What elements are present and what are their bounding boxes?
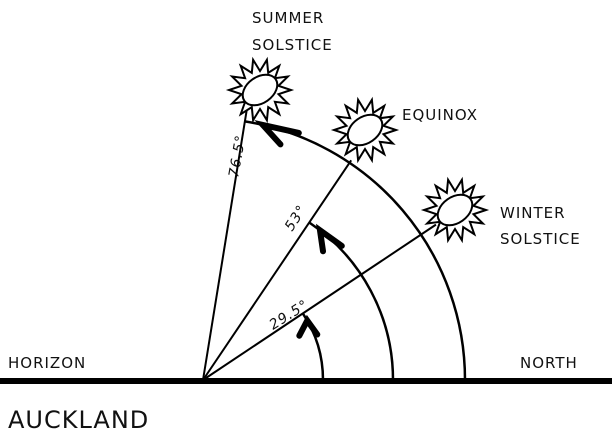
winter-label: WINTER <box>500 204 566 222</box>
arrowhead <box>263 125 299 144</box>
sun-ray <box>203 84 251 380</box>
angle-label: 53° <box>282 202 311 234</box>
summer-label: SUMMER <box>252 9 324 27</box>
place-label: AUCKLAND <box>8 406 149 434</box>
summer-label: SOLSTICE <box>252 36 333 54</box>
diagram: HORIZON NORTH AUCKLAND SUMMER SOLSTICE E… <box>0 0 612 437</box>
north-label: NORTH <box>520 354 578 372</box>
angle-label: 76.5° <box>226 133 249 178</box>
sun-ray <box>203 225 436 380</box>
sun-ray <box>203 160 351 380</box>
horizon-label: HORIZON <box>8 354 86 372</box>
arrowhead <box>299 321 317 336</box>
angle-arc <box>245 121 465 380</box>
winter-label: SOLSTICE <box>500 230 581 248</box>
equinox-label: EQUINOX <box>402 106 478 124</box>
